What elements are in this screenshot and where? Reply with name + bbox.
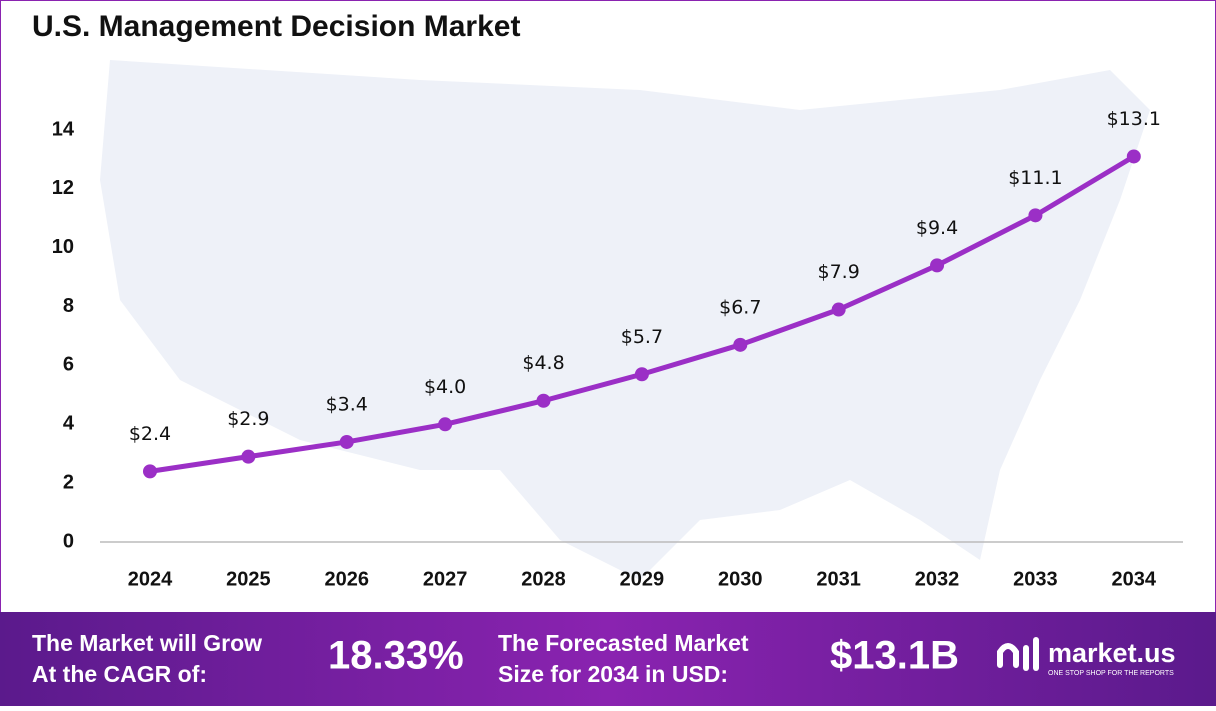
footer-text: At the CAGR of: — [32, 661, 207, 687]
value-label: $6.7 — [719, 296, 761, 318]
footer-text: The Market will Grow — [32, 630, 262, 656]
y-tick-label: 4 — [63, 413, 75, 435]
x-tick-label: 2024 — [128, 568, 173, 590]
chart-title: U.S. Management Decision Market — [32, 10, 520, 43]
y-tick-label: 10 — [52, 236, 74, 258]
y-tick-label: 8 — [63, 295, 74, 317]
value-label: $13.1 — [1107, 108, 1161, 130]
point — [339, 434, 354, 449]
x-tick-label: 2031 — [816, 568, 861, 590]
x-tick-label: 2025 — [226, 568, 271, 590]
footer-text: The Forecasted Market — [498, 630, 749, 656]
point — [142, 464, 157, 479]
point — [831, 302, 846, 317]
x-tick-label: 2032 — [915, 568, 960, 590]
x-tick-label: 2034 — [1112, 568, 1157, 590]
point — [536, 393, 551, 408]
point — [438, 417, 453, 432]
point — [634, 367, 649, 382]
value-label: $3.4 — [326, 393, 368, 415]
y-tick-label: 14 — [52, 118, 75, 140]
value-label: $9.4 — [916, 217, 958, 239]
y-tick-label: 2 — [63, 471, 74, 493]
point — [1028, 208, 1043, 223]
y-tick-label: 0 — [63, 530, 74, 552]
footer-text: Size for 2034 in USD: — [498, 661, 728, 687]
x-tick-label: 2033 — [1013, 568, 1058, 590]
x-tick-label: 2027 — [423, 568, 468, 590]
brand-tagline: ONE STOP SHOP FOR THE REPORTS — [1048, 670, 1174, 677]
x-tick-label: 2028 — [521, 568, 566, 590]
value-label: $5.7 — [621, 326, 663, 348]
y-tick-label: 6 — [63, 354, 74, 376]
forecast-value: $13.1B — [830, 634, 959, 678]
y-tick-label: 12 — [52, 177, 74, 199]
value-label: $2.9 — [227, 408, 269, 430]
brand-name: market.us — [1048, 638, 1176, 668]
value-label: $4.8 — [522, 352, 564, 374]
map-background — [100, 60, 1150, 580]
cagr-value: 18.33% — [328, 634, 464, 678]
point — [733, 337, 748, 352]
value-label: $11.1 — [1008, 167, 1062, 189]
point — [930, 258, 945, 273]
point — [1126, 149, 1141, 164]
value-label: $2.4 — [129, 423, 171, 445]
x-tick-label: 2026 — [325, 568, 370, 590]
x-tick-label: 2029 — [620, 568, 665, 590]
point — [241, 449, 256, 464]
brand-logo — [997, 637, 1039, 671]
value-label: $4.0 — [424, 376, 466, 398]
value-label: $7.9 — [818, 261, 860, 283]
x-tick-label: 2030 — [718, 568, 763, 590]
